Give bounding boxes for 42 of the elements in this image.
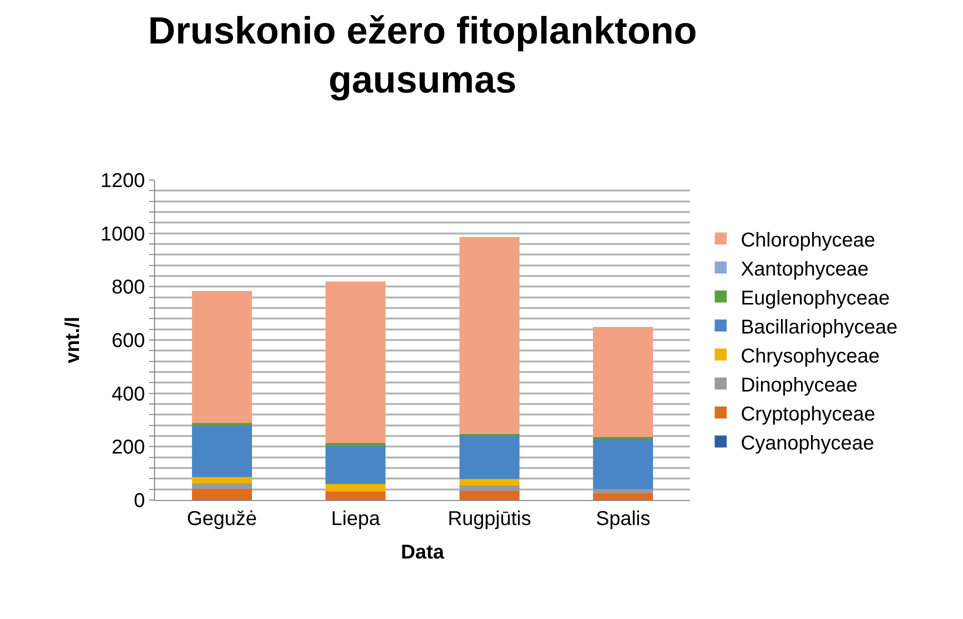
y-tick-label: 400 bbox=[112, 383, 145, 406]
bar bbox=[593, 493, 654, 500]
bar bbox=[459, 236, 520, 434]
bar bbox=[192, 489, 252, 500]
x-tick-label: Spalis bbox=[596, 508, 650, 530]
legend-label: Dinophyceae bbox=[740, 374, 858, 396]
bar bbox=[459, 486, 520, 491]
bar bbox=[192, 423, 252, 426]
legend-label: Cryptophyceae bbox=[740, 403, 876, 426]
bar bbox=[459, 490, 520, 500]
bar bbox=[459, 478, 520, 486]
x-axis-title: Data bbox=[400, 542, 446, 564]
bar bbox=[593, 326, 654, 437]
bar bbox=[593, 488, 654, 494]
bar bbox=[326, 443, 386, 446]
legend-label: Cyanophyceae bbox=[740, 432, 874, 454]
bar bbox=[192, 425, 252, 478]
bar bbox=[593, 438, 654, 489]
legend-label: Chlorophyceae bbox=[740, 229, 876, 252]
bar bbox=[326, 281, 386, 444]
y-tick-label: 1200 bbox=[100, 170, 145, 192]
bar bbox=[326, 484, 386, 492]
y-tick-label: 800 bbox=[112, 276, 145, 299]
bar bbox=[192, 291, 252, 424]
bar bbox=[192, 484, 252, 490]
legend-label: Bacillariophyceae bbox=[740, 316, 898, 338]
y-tick-label: 200 bbox=[112, 436, 145, 459]
legend-label: Chrysophyceae bbox=[740, 345, 880, 368]
legend-label: Xantophyceae bbox=[740, 258, 869, 280]
chart-title: Druskonio ežero fitoplanktono gausumas bbox=[148, 10, 697, 102]
x-tick-label: Liepa bbox=[331, 508, 381, 530]
bar bbox=[192, 477, 252, 484]
y-tick-label: 0 bbox=[134, 490, 145, 512]
y-axis-title: vnt./l bbox=[62, 316, 84, 364]
bar bbox=[459, 436, 520, 479]
y-tick-label: 1000 bbox=[100, 223, 145, 246]
bar bbox=[326, 445, 386, 484]
x-tick-label: Gegužė bbox=[186, 508, 257, 530]
x-tick-label: Rugpjūtis bbox=[448, 508, 532, 530]
bar bbox=[326, 492, 386, 500]
y-tick-label: 600 bbox=[112, 330, 145, 352]
legend-label: Euglenophyceae bbox=[740, 287, 890, 310]
